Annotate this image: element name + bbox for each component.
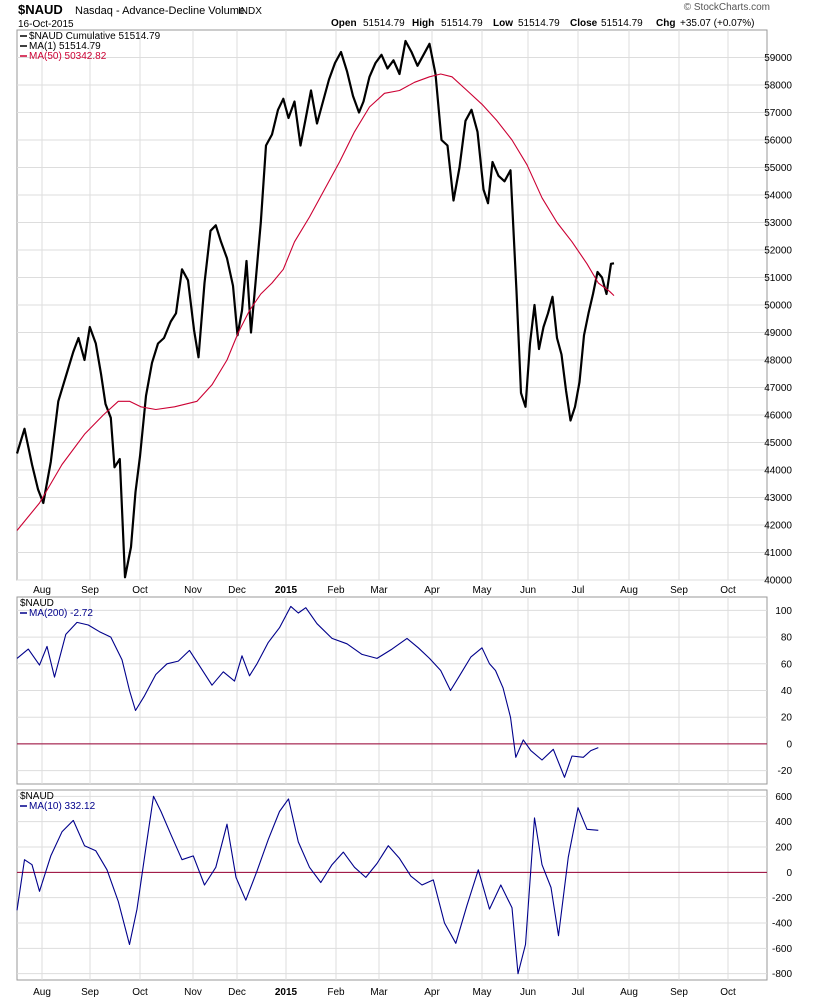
index-code: INDX	[238, 6, 262, 17]
y-tick-label: 43000	[764, 493, 792, 504]
x-tick-label: Jun	[520, 987, 536, 998]
close-value: 51514.79	[601, 18, 643, 29]
series-line-ma200	[16, 605, 599, 778]
x-tick-label: Sep	[670, 585, 688, 596]
y-tick-label: 58000	[764, 81, 792, 92]
x-tick-label: Nov	[184, 987, 202, 998]
symbol-description: Nasdaq - Advance-Decline Volume	[75, 5, 245, 17]
x-tick-label: May	[473, 585, 492, 596]
legend-label: MA(1) 51514.79	[29, 41, 101, 52]
y-tick-label: 55000	[764, 163, 792, 174]
close-label: Close	[570, 18, 598, 29]
y-tick-label: 57000	[764, 108, 792, 119]
series-line-ma10	[16, 795, 599, 975]
y-tick-label: 100	[775, 606, 792, 617]
x-tick-label: Feb	[327, 987, 345, 998]
y-tick-label: 41000	[764, 548, 792, 559]
y-tick-label: -400	[772, 919, 792, 930]
y-tick-label: 53000	[764, 218, 792, 229]
high-label: High	[412, 18, 434, 29]
y-tick-label: 80	[781, 633, 793, 644]
chg-value: +35.07 (+0.07%)	[680, 18, 755, 29]
x-tick-label: Nov	[184, 585, 202, 596]
low-label: Low	[493, 18, 513, 29]
chg-label: Chg	[656, 18, 675, 29]
open-label: Open	[331, 18, 357, 29]
y-tick-label: 48000	[764, 356, 792, 367]
y-tick-label: -200	[772, 893, 792, 904]
x-tick-label: Sep	[670, 987, 688, 998]
y-tick-label: 42000	[764, 521, 792, 532]
x-tick-label: Oct	[132, 585, 148, 596]
x-tick-label: Aug	[33, 987, 51, 998]
watermark: © StockCharts.com	[684, 2, 770, 13]
x-tick-label: Dec	[228, 585, 246, 596]
y-tick-label: 40	[781, 686, 793, 697]
x-tick-label: Apr	[424, 987, 440, 998]
x-tick-label: Oct	[720, 987, 736, 998]
legend-label: $NAUD Cumulative 51514.79	[29, 31, 161, 42]
x-tick-label: Jul	[572, 585, 585, 596]
x-tick-label: May	[473, 987, 492, 998]
y-tick-label: 47000	[764, 383, 792, 394]
legend-label: MA(10) 332.12	[29, 801, 96, 812]
open-value: 51514.79	[363, 18, 405, 29]
y-tick-label: 400	[775, 817, 792, 828]
y-tick-label: -20	[778, 766, 793, 777]
high-value: 51514.79	[441, 18, 483, 29]
y-tick-label: 59000	[764, 53, 792, 64]
x-tick-label: Apr	[424, 585, 440, 596]
x-tick-label: 2015	[275, 585, 298, 596]
y-tick-label: 200	[775, 843, 792, 854]
x-tick-label: Jul	[572, 987, 585, 998]
y-tick-label: 40000	[764, 576, 792, 587]
y-tick-label: 52000	[764, 246, 792, 257]
y-tick-label: -800	[772, 969, 792, 980]
y-tick-label: 46000	[764, 411, 792, 422]
y-tick-label: 600	[775, 792, 792, 803]
x-tick-label: Mar	[370, 987, 388, 998]
x-tick-label: Mar	[370, 585, 388, 596]
y-tick-label: 50000	[764, 301, 792, 312]
panel-frame	[16, 789, 768, 981]
legend-label: MA(200) -2.72	[29, 608, 93, 619]
x-axis: Aug Sep Oct Nov Dec 2015 Feb Mar Apr May Jun Jul Aug…	[33, 585, 736, 998]
y-tick-label: 20	[781, 713, 793, 724]
low-value: 51514.79	[518, 18, 560, 29]
y-tick-label: 60	[781, 659, 793, 670]
price-panel: 40000 41000 42000 43000 44000 45000 46000 47000…	[15, 29, 792, 587]
series-line-ma50	[16, 73, 615, 531]
x-tick-label: Sep	[81, 987, 99, 998]
x-tick-label: Oct	[720, 585, 736, 596]
y-tick-label: 51000	[764, 273, 792, 284]
symbol-title: $NAUD	[18, 2, 63, 17]
x-tick-label: Aug	[620, 987, 638, 998]
x-tick-label: Oct	[132, 987, 148, 998]
x-tick-label: Feb	[327, 585, 345, 596]
legend-label: $NAUD	[20, 598, 54, 609]
x-tick-label: Jun	[520, 585, 536, 596]
x-tick-label: Aug	[620, 585, 638, 596]
x-tick-label: 2015	[275, 987, 298, 998]
y-tick-label: 0	[786, 868, 792, 879]
y-tick-label: 44000	[764, 466, 792, 477]
x-tick-label: Dec	[228, 987, 246, 998]
y-tick-label: -600	[772, 944, 792, 955]
y-tick-label: 56000	[764, 136, 792, 147]
y-tick-label: 45000	[764, 438, 792, 449]
y-tick-label: 54000	[764, 191, 792, 202]
y-tick-label: 0	[786, 739, 792, 750]
chart-date: 16-Oct-2015	[18, 19, 74, 30]
x-tick-label: Sep	[81, 585, 99, 596]
ohlc-readout: Open 51514.79 High 51514.79 Low 51514.79…	[331, 18, 755, 29]
y-tick-label: 49000	[764, 328, 792, 339]
legend-label: $NAUD	[20, 791, 54, 802]
series-line-ma1	[15, 39, 615, 579]
legend-label: MA(50) 50342.82	[29, 51, 107, 62]
x-tick-label: Aug	[33, 585, 51, 596]
